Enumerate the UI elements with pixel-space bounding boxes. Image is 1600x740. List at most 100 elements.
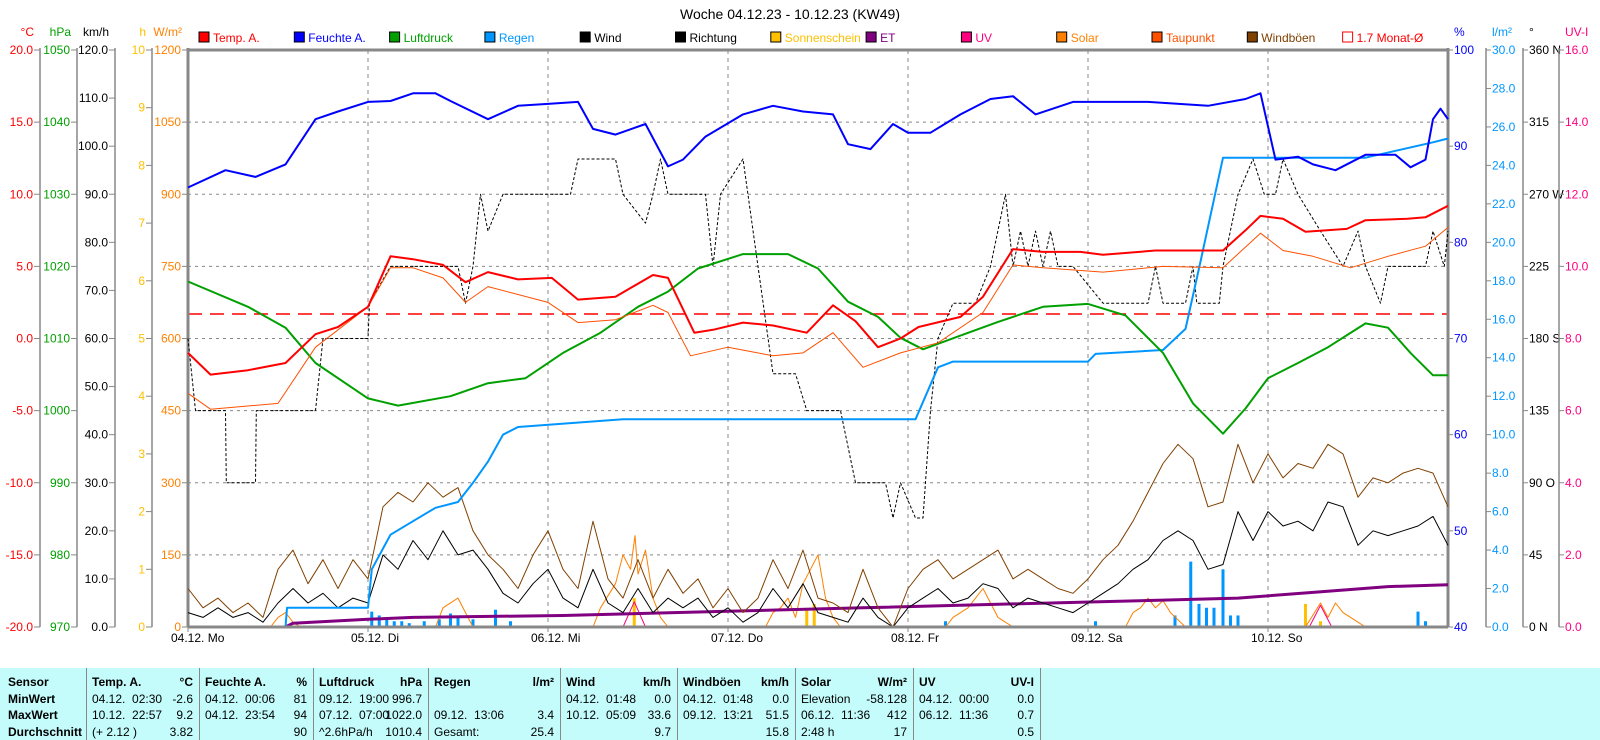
uv-tick-label: 12.0 xyxy=(1565,187,1589,201)
series-line-solar xyxy=(188,535,1448,628)
rain-axis-unit: l/m² xyxy=(1492,25,1512,39)
chart-title: Woche 04.12.23 - 10.12.23 (KW49) xyxy=(680,6,900,22)
stats-cell: 0.5 xyxy=(1017,724,1034,739)
stats-cell: l/m² xyxy=(532,675,554,689)
column-separator xyxy=(428,668,429,740)
solar-tick-label: 1050 xyxy=(154,115,181,129)
temp-tick-label: 20.0 xyxy=(10,43,34,57)
legend-label: Feuchte A. xyxy=(308,31,365,45)
stats-cell: UV xyxy=(919,675,936,689)
rain-tick-label: 16.0 xyxy=(1492,312,1516,326)
column-separator xyxy=(677,668,678,740)
column-separator xyxy=(313,668,314,740)
day-label: 05.12. Di xyxy=(351,631,399,645)
legend-swatch xyxy=(293,31,305,43)
dir-tick-label: 90 O xyxy=(1529,476,1555,490)
solar-tick-label: 900 xyxy=(161,187,181,201)
stats-cell: 06.12. 11:36 xyxy=(919,708,989,722)
legend-swatch xyxy=(770,31,782,43)
stats-cell: -58.128 xyxy=(866,691,907,706)
rain-bar xyxy=(1236,615,1240,627)
stats-cell: 10.12. 05:09 xyxy=(566,708,637,722)
day-label: 07.12. Do xyxy=(711,631,763,645)
sun-tick-label: 2 xyxy=(138,505,145,519)
stats-cell: UV-I xyxy=(1010,675,1034,689)
uv-tick-label: 2.0 xyxy=(1565,548,1582,562)
wind-tick-label: 50.0 xyxy=(85,380,109,394)
legend-label: Solar xyxy=(1071,31,1099,45)
wind-tick-label: 90.0 xyxy=(85,187,109,201)
column-separator xyxy=(560,668,561,740)
stats-cell: 25.4 xyxy=(530,724,554,739)
rain-tick-label: 10.0 xyxy=(1492,428,1516,442)
rain-bar xyxy=(471,619,475,627)
stats-cell: % xyxy=(296,675,307,689)
stats-cell: Windböen xyxy=(683,675,741,689)
rain-bar xyxy=(1205,607,1208,627)
statistics-table: Sensor MinWert MaxWert Durchschnitt Temp. A.… xyxy=(0,668,1600,740)
stats-cell: Durchschnitt xyxy=(8,724,83,739)
wind-tick-label: 110.0 xyxy=(79,91,108,105)
legend-label: Richtung xyxy=(690,31,737,45)
temp-tick-label: -5.0 xyxy=(12,404,33,418)
press-tick-label: 1020 xyxy=(43,259,70,273)
wind-tick-label: 30.0 xyxy=(85,476,109,490)
stats-cell: Solar xyxy=(801,675,832,689)
legend-swatch xyxy=(1056,31,1068,43)
stats-cell: °C xyxy=(179,675,193,689)
stats-cell: 06.12. 11:36 xyxy=(801,708,871,722)
rain-tick-label: 2.0 xyxy=(1492,582,1509,596)
temp-tick-label: -10.0 xyxy=(6,476,34,490)
rain-bar xyxy=(1173,615,1177,627)
stats-cell: 0.7 xyxy=(1017,708,1034,722)
stats-cell: 04.12. 00:00 xyxy=(919,691,990,706)
day-label: 10.12. So xyxy=(1251,631,1303,645)
legend-swatch xyxy=(1246,31,1258,43)
hum-axis-unit: % xyxy=(1454,25,1465,39)
series-line-regen xyxy=(188,137,1449,628)
dir-tick-label: 180 S xyxy=(1529,332,1560,346)
day-label: 08.12. Fr xyxy=(891,631,939,645)
rain-bar xyxy=(437,619,441,627)
rain-tick-label: 28.0 xyxy=(1492,81,1516,95)
stats-cell: 412 xyxy=(886,708,907,722)
stats-cell: 04.12. 01:48 xyxy=(683,691,754,706)
legend-swatch xyxy=(1151,31,1163,43)
column-separator xyxy=(913,668,914,740)
stats-cell: 94 xyxy=(293,708,307,722)
stats-cell: ^2.6hPa/h xyxy=(319,724,373,739)
legend-label: Temp. A. xyxy=(213,31,260,45)
press-tick-label: 1010 xyxy=(43,332,70,346)
stats-cell: Wind xyxy=(566,675,596,689)
stats-cell: Gesamt: xyxy=(434,724,480,739)
stats-cell: 1010.4 xyxy=(385,724,422,739)
press-tick-label: 970 xyxy=(50,620,70,634)
stats-cell: 15.8 xyxy=(765,724,789,739)
solar-tick-label: 300 xyxy=(161,476,181,490)
sun-tick-label: 10 xyxy=(132,43,146,57)
day-labels: 04.12. Mo 05.12. Di 06.12. Mi 07.12. Do 08.1… xyxy=(171,627,1303,645)
solar-tick-label: 750 xyxy=(161,259,181,273)
rain-tick-label: 0.0 xyxy=(1492,620,1509,634)
chart-marks xyxy=(187,48,1449,629)
legend-swatch xyxy=(675,31,686,43)
grid xyxy=(188,50,1448,627)
wind-tick-label: 120.0 xyxy=(78,43,108,57)
stats-cell: 51.5 xyxy=(765,708,789,722)
temp-tick-label: 10.0 xyxy=(10,187,34,201)
hum-tick-label: 80 xyxy=(1454,235,1468,249)
legend-label: Taupunkt xyxy=(1166,31,1215,45)
stats-cell: km/h xyxy=(760,675,789,689)
stats-cell: 0.0 xyxy=(1017,691,1034,706)
column-separator xyxy=(86,668,87,740)
stats-cell: Luftdruck xyxy=(319,675,375,689)
press-tick-label: 990 xyxy=(50,476,70,490)
dir-tick-label: 0 N xyxy=(1529,620,1548,634)
rain-bar xyxy=(1189,561,1193,627)
hum-tick-label: 70 xyxy=(1454,332,1468,346)
stats-cell: 996.7 xyxy=(391,691,422,706)
axes: °C20.015.010.05.00.0-5.0-10.0-15.0-20.0h… xyxy=(6,25,1589,634)
stats-cell: 9.2 xyxy=(176,708,193,722)
stats-cell: -2.6 xyxy=(172,691,193,706)
sun-tick-label: 7 xyxy=(138,216,145,230)
